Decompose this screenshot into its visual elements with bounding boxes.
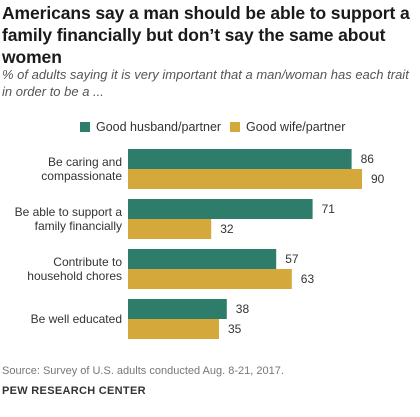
legend-item-husband: Good husband/partner (80, 120, 221, 134)
bar-wife (128, 319, 219, 339)
data-label: 32 (220, 222, 234, 236)
legend-label-husband: Good husband/partner (96, 120, 222, 134)
bar-husband (128, 149, 352, 169)
category-label: Be well educated (31, 312, 122, 326)
data-label: 90 (371, 172, 385, 186)
category-label: Be caring and compassionate (41, 155, 122, 183)
chart-subtitle: % of adults saying it is very important … (2, 67, 409, 99)
category-label: Contribute to household chores (27, 255, 122, 283)
data-label: 71 (322, 202, 336, 216)
legend-swatch-wife (230, 122, 240, 132)
bar-husband (128, 299, 227, 319)
bar-wife (128, 219, 212, 239)
data-label: 86 (361, 152, 375, 166)
bar-husband (128, 249, 277, 269)
chart-title: Americans say a man should be able to su… (2, 3, 410, 67)
legend-item-wife: Good wife/partner (230, 120, 345, 134)
bar-wife (128, 169, 362, 189)
brand-label: PEW RESEARCH CENTER (2, 385, 146, 397)
data-label: 63 (301, 272, 315, 286)
source-note: Source: Survey of U.S. adults conducted … (2, 365, 284, 377)
category-label: Be able to support a family financially (15, 205, 123, 233)
data-label: 57 (285, 252, 299, 266)
legend-label-wife: Good wife/partner (246, 120, 346, 134)
legend-swatch-husband (80, 122, 90, 132)
data-label: 35 (228, 322, 242, 336)
bar-wife (128, 269, 292, 289)
data-label: 38 (236, 302, 250, 316)
bar-husband (128, 199, 313, 219)
